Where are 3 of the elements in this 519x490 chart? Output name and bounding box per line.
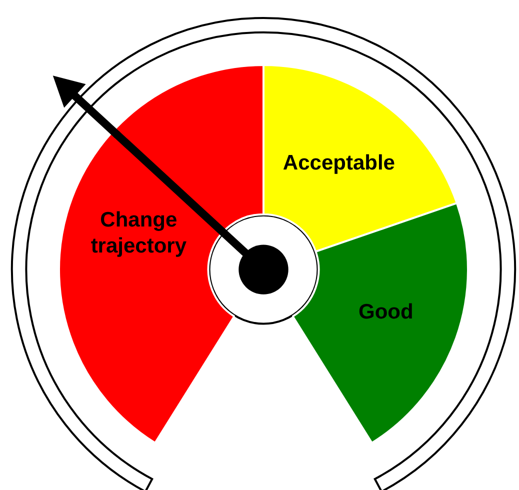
slice-label: Change trajectory [90, 208, 187, 258]
slice-label: Good [358, 300, 414, 324]
slice-label: Acceptable [282, 152, 395, 175]
